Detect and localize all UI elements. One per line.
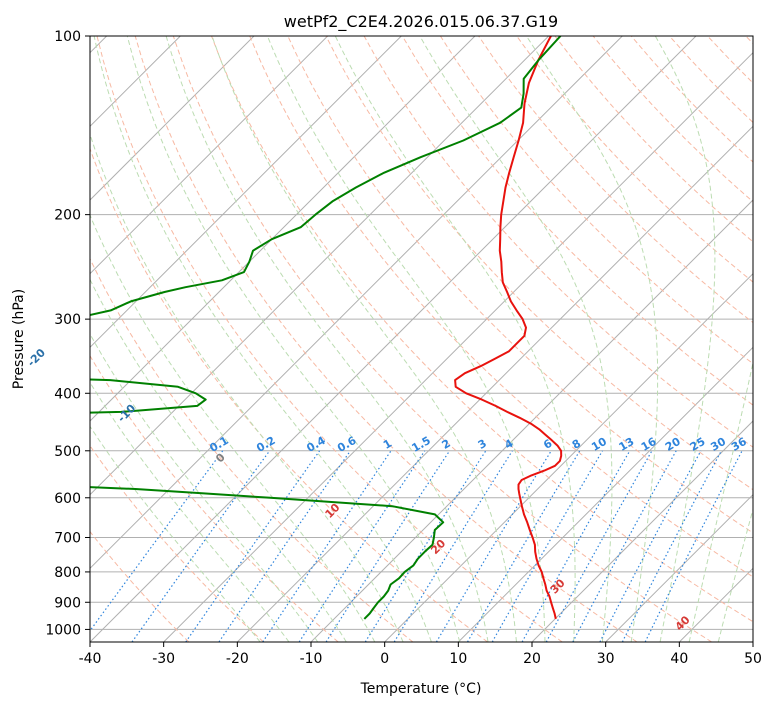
mixing-ratio-line (131, 450, 271, 642)
dry-adiabat-line (439, 36, 753, 365)
chart-title: wetPf2_C2E4.2026.015.06.37.G19 (284, 12, 558, 32)
mixing-ratio-line (185, 450, 321, 642)
grid-layer (90, 36, 753, 642)
moist-adiabat-line (688, 360, 753, 642)
dry-adiabat-line (516, 36, 753, 283)
mixing-ratio-line (218, 450, 351, 642)
y-tick-label: 1000 (45, 622, 81, 638)
moist-adiabat-line (266, 36, 546, 642)
isotherm-line (90, 36, 255, 201)
moist-adiabat-line (90, 381, 290, 642)
y-axis-label: Pressure (hPa) (11, 289, 27, 389)
y-tick-label: 400 (54, 386, 81, 402)
isotherm-line (163, 51, 753, 642)
mixing-ratio-line (262, 450, 392, 642)
x-tick-label: -10 (300, 651, 323, 667)
x-tick-label: 50 (744, 651, 762, 667)
y-tick-label: 900 (54, 595, 81, 611)
y-tick-label: 800 (54, 565, 81, 581)
moist-adiabat-line (90, 132, 404, 642)
isotherm-line (457, 346, 753, 642)
moist-adiabat-line (334, 36, 576, 642)
dewpoint-profile-line (90, 36, 562, 620)
dry-adiabat-line (90, 530, 190, 642)
mixing-ratio-line (325, 450, 451, 642)
y-tick-label: 300 (54, 312, 81, 328)
dry-adiabat-line (90, 147, 488, 642)
moist-adiabat-line (126, 36, 461, 642)
isotherm-line (605, 493, 753, 642)
mixing-ratio-line (599, 450, 702, 642)
mixing-ratio-line (90, 450, 224, 632)
dry-adiabat-line (134, 36, 638, 642)
isotherm-line (384, 272, 753, 642)
x-axis-label: Temperature (°C) (360, 681, 482, 697)
isotherm-line (90, 36, 402, 349)
isotherm-line (236, 125, 753, 642)
x-tick-label: -30 (152, 651, 175, 667)
dry-adiabat-line (172, 36, 712, 642)
x-tick-label: 0 (380, 651, 389, 667)
temperature-profile-line (454, 36, 563, 620)
adiabat-layer (90, 36, 753, 642)
dry-adiabat-line (325, 36, 753, 491)
moist-adiabat-line (90, 333, 319, 642)
isotherm-line (90, 36, 476, 422)
moist-adiabat-line (525, 36, 659, 642)
x-tick-label: 20 (523, 651, 541, 667)
moist-adiabat-line (717, 507, 753, 642)
axis-ticks: -40 -30 -20 -10 0 10 20 30 40 50 1000 900 800 700 600 5… (45, 29, 762, 667)
moist-adiabat-line (211, 36, 517, 642)
mixing-ratio-line (521, 450, 631, 642)
dry-adiabat-line (90, 257, 414, 642)
dry-adiabat-line (90, 444, 264, 642)
moist-adiabat-line (654, 36, 716, 642)
series-layer (90, 36, 563, 620)
moist-adiabat-line (419, 36, 613, 642)
moist-adiabat-line (90, 213, 376, 642)
mixing-ratio-line (435, 450, 552, 642)
x-tick-label: 40 (670, 651, 688, 667)
isotherm-line (531, 420, 753, 642)
y-tick-label: 500 (54, 444, 81, 460)
y-tick-label: 200 (54, 208, 81, 224)
mixing-ratio-line (644, 450, 743, 642)
isotherm-line (90, 36, 329, 275)
dry-adiabat-line (211, 36, 753, 623)
x-tick-label: 10 (449, 651, 467, 667)
mixing-ratio-line (545, 450, 653, 642)
y-tick-label: 700 (54, 531, 81, 547)
x-tick-label: -20 (226, 651, 249, 667)
plot-frame (89, 35, 754, 643)
dry-adiabat-line (249, 36, 753, 578)
y-tick-label: 600 (54, 491, 81, 507)
moist-adiabat-line (165, 36, 489, 642)
dry-adiabat-line (401, 36, 753, 406)
isotherm-line (90, 36, 550, 496)
dry-adiabat-line (90, 354, 339, 642)
mixing-ratio-line (572, 450, 677, 642)
moist-adiabat-line (93, 36, 432, 642)
moist-adiabat-line (90, 425, 261, 642)
x-tick-label: 30 (597, 651, 615, 667)
isotherm-line (90, 36, 697, 642)
moist-adiabat-line (90, 278, 347, 642)
mixing-ratio-line (298, 450, 426, 642)
isotherm-line (90, 36, 623, 570)
x-tick-label: -40 (79, 651, 102, 667)
y-tick-label: 100 (54, 29, 81, 45)
dry-adiabat-line (96, 36, 563, 642)
